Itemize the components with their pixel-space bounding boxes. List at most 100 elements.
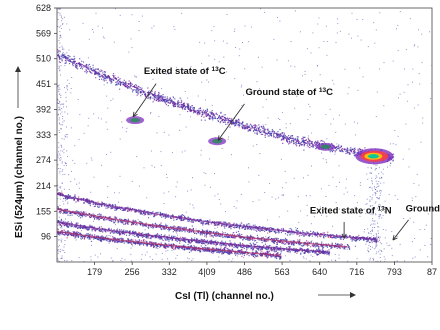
locus-point (242, 128, 244, 130)
scatter-point (366, 208, 368, 210)
locus-point (323, 235, 325, 237)
locus-point (145, 213, 147, 216)
locus-point (335, 146, 337, 148)
locus-point (271, 230, 273, 232)
locus-point (94, 205, 96, 207)
locus-point (104, 216, 106, 218)
scatter-point (391, 255, 393, 257)
locus-point (192, 221, 194, 223)
scatter-point (57, 85, 59, 87)
locus-point (140, 224, 142, 226)
locus-point (58, 50, 60, 52)
locus-point (199, 112, 201, 114)
scatter-point (214, 40, 216, 42)
locus-point (73, 58, 75, 60)
locus-point (95, 77, 97, 79)
locus-point (108, 217, 110, 219)
locus-point (170, 228, 172, 230)
locus-point (73, 60, 75, 62)
scatter-point (422, 122, 424, 124)
locus-point (261, 240, 263, 242)
locus-point (244, 128, 246, 130)
locus-point (314, 234, 316, 236)
locus-point (317, 232, 319, 234)
locus-point (127, 83, 130, 85)
scatter-point (379, 236, 381, 238)
scatter-point (154, 237, 156, 239)
locus-point (103, 217, 105, 219)
scatter-point (409, 18, 411, 20)
locus-point (220, 111, 222, 113)
locus-point (109, 216, 111, 218)
scatter-point (209, 158, 211, 160)
scatter-point (300, 210, 302, 212)
locus-point (97, 214, 99, 216)
scatter-point (413, 107, 415, 109)
locus-point (163, 227, 165, 229)
locus-point (160, 222, 162, 224)
locus-point (310, 143, 312, 145)
locus-point (123, 85, 125, 87)
locus-point (153, 214, 155, 216)
locus-point (256, 127, 258, 129)
locus-point (334, 246, 336, 248)
locus-point (114, 204, 116, 206)
scatter-point (185, 211, 187, 213)
locus-point (250, 124, 252, 126)
scatter-point (351, 37, 352, 39)
locus-point (205, 111, 207, 113)
locus-point (297, 141, 300, 143)
scatter-point (91, 159, 93, 161)
scatter-point (61, 190, 63, 192)
locus-point (234, 121, 236, 123)
locus-point (109, 79, 111, 81)
locus-point (77, 62, 79, 64)
locus-point (277, 134, 279, 136)
locus-point (312, 244, 314, 246)
locus-point (165, 213, 167, 215)
locus-point (336, 234, 338, 236)
locus-point (321, 243, 323, 245)
locus-point (108, 203, 110, 205)
locus-point (287, 141, 289, 143)
scatter-point (57, 114, 59, 116)
locus-point (147, 210, 149, 213)
locus-point (293, 142, 295, 144)
scatter-point (326, 215, 328, 217)
locus-point (144, 91, 146, 93)
locus-point (283, 242, 285, 244)
locus-point (233, 222, 235, 224)
locus-point (201, 233, 203, 235)
locus-point (124, 209, 126, 211)
locus-point (255, 239, 257, 242)
locus-point (336, 243, 338, 245)
locus-point (334, 147, 336, 149)
locus-point (181, 107, 183, 109)
locus-point (323, 141, 325, 143)
locus-point (267, 132, 270, 134)
scatter-point (58, 40, 60, 42)
locus-point (318, 246, 320, 248)
scatter-point (57, 224, 59, 226)
scatter-point (62, 121, 64, 123)
scatter-point (296, 95, 298, 97)
locus-point (184, 227, 186, 229)
scatter-point (374, 194, 376, 196)
scatter-point (90, 256, 92, 258)
locus-point (263, 126, 265, 128)
locus-point (63, 54, 65, 56)
locus-point (255, 130, 257, 132)
scatter-point (60, 124, 62, 126)
locus-point (299, 240, 301, 242)
locus-point (306, 231, 308, 233)
locus-point (205, 115, 207, 117)
locus-point (78, 211, 80, 213)
scatter-point (335, 186, 337, 188)
scatter-point (260, 8, 262, 10)
locus-point (65, 60, 67, 62)
locus-point (224, 227, 226, 229)
scatter-point (217, 226, 219, 228)
scatter-point (67, 79, 69, 81)
locus-point (102, 72, 104, 74)
locus-point (377, 236, 379, 238)
